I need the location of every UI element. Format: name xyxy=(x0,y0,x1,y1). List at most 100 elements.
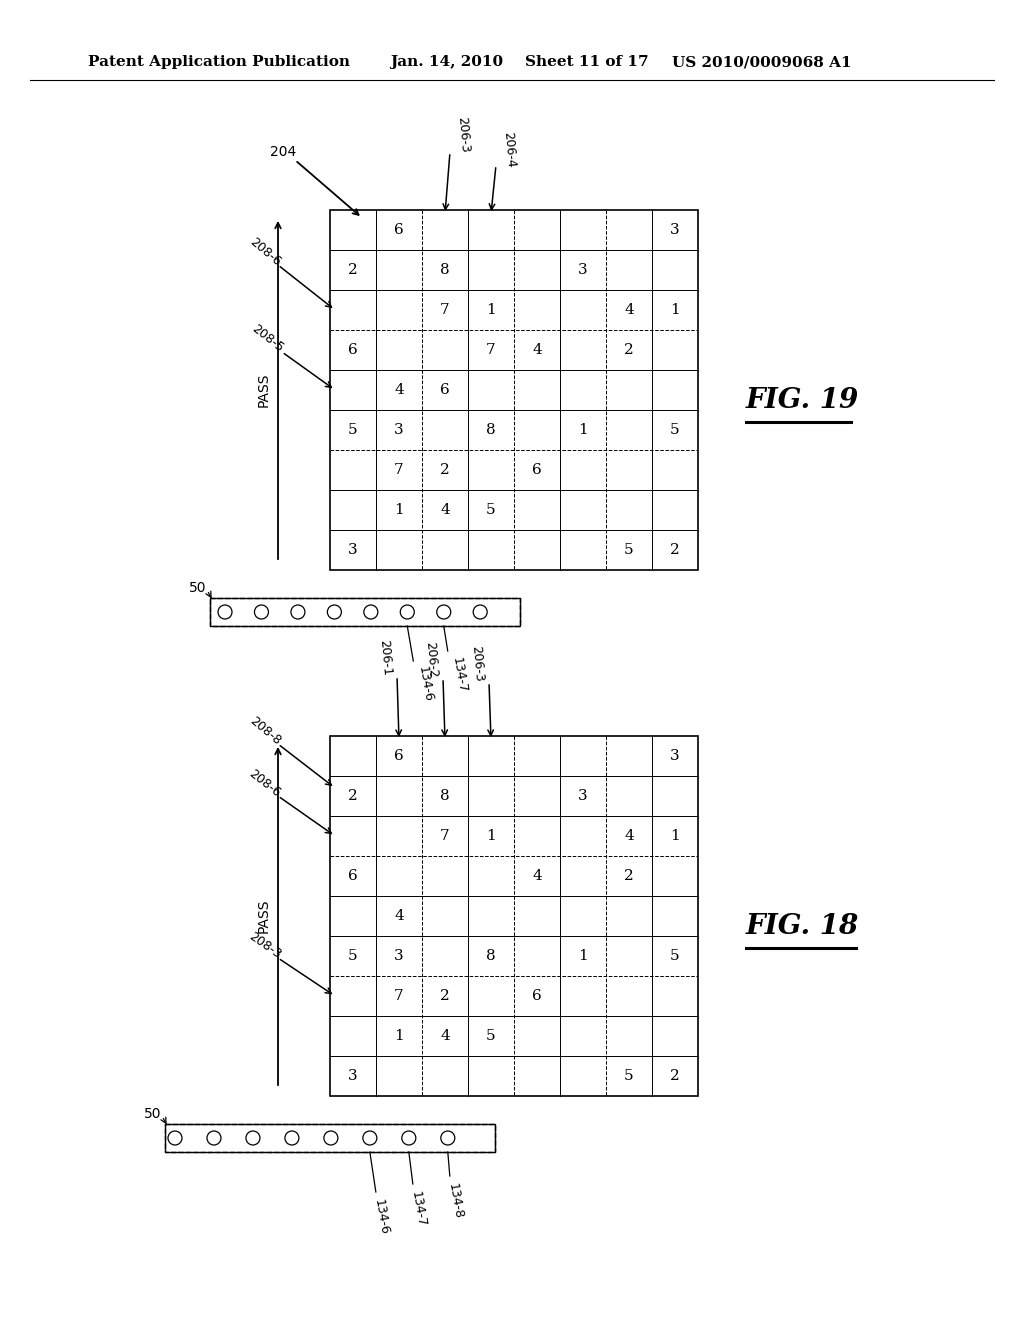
Text: 1: 1 xyxy=(486,829,496,843)
Text: 4: 4 xyxy=(532,343,542,356)
Text: 5: 5 xyxy=(625,1069,634,1082)
Text: 7: 7 xyxy=(394,463,403,477)
Text: 3: 3 xyxy=(670,223,680,238)
Text: 206-1: 206-1 xyxy=(377,639,393,677)
Text: 6: 6 xyxy=(394,223,403,238)
Text: 2: 2 xyxy=(348,263,357,277)
Text: 5: 5 xyxy=(625,543,634,557)
Bar xyxy=(165,1125,495,1152)
Text: 7: 7 xyxy=(440,304,450,317)
Text: 6: 6 xyxy=(532,463,542,477)
Text: 7: 7 xyxy=(440,829,450,843)
Text: 8: 8 xyxy=(440,789,450,803)
Text: Jan. 14, 2010: Jan. 14, 2010 xyxy=(390,55,503,69)
Text: 3: 3 xyxy=(579,263,588,277)
Text: 134-8: 134-8 xyxy=(445,1181,465,1220)
Circle shape xyxy=(218,605,232,619)
Text: 2: 2 xyxy=(440,989,450,1003)
Circle shape xyxy=(254,605,268,619)
Circle shape xyxy=(437,605,451,619)
Bar xyxy=(330,737,698,1096)
Text: 208-8: 208-8 xyxy=(247,714,283,747)
Text: 7: 7 xyxy=(486,343,496,356)
Circle shape xyxy=(362,1131,377,1144)
Text: 2: 2 xyxy=(670,1069,680,1082)
Text: 208-6: 208-6 xyxy=(247,235,283,269)
Text: US 2010/0009068 A1: US 2010/0009068 A1 xyxy=(672,55,852,69)
Text: 4: 4 xyxy=(394,909,403,923)
Text: 3: 3 xyxy=(394,949,403,964)
Circle shape xyxy=(400,605,415,619)
Circle shape xyxy=(291,605,305,619)
Text: 1: 1 xyxy=(579,949,588,964)
Text: 206-2: 206-2 xyxy=(423,642,439,678)
Text: 50: 50 xyxy=(188,581,206,595)
Text: 3: 3 xyxy=(579,789,588,803)
Text: 4: 4 xyxy=(440,1030,450,1043)
Text: 206-3: 206-3 xyxy=(455,116,471,153)
Text: 206-3: 206-3 xyxy=(469,645,485,682)
Circle shape xyxy=(168,1131,182,1144)
Text: 134-6: 134-6 xyxy=(416,665,434,702)
Text: 8: 8 xyxy=(486,949,496,964)
Text: 5: 5 xyxy=(670,949,680,964)
Text: 4: 4 xyxy=(624,304,634,317)
Text: 1: 1 xyxy=(394,1030,403,1043)
Text: Patent Application Publication: Patent Application Publication xyxy=(88,55,350,69)
Text: PASS: PASS xyxy=(257,372,271,408)
Text: 208-5: 208-5 xyxy=(250,322,287,354)
Text: 2: 2 xyxy=(348,789,357,803)
Text: Sheet 11 of 17: Sheet 11 of 17 xyxy=(525,55,648,69)
Circle shape xyxy=(401,1131,416,1144)
Circle shape xyxy=(324,1131,338,1144)
Bar xyxy=(210,598,520,626)
Text: 1: 1 xyxy=(394,503,403,517)
Text: 6: 6 xyxy=(532,989,542,1003)
Text: 2: 2 xyxy=(624,869,634,883)
Text: 3: 3 xyxy=(670,748,680,763)
Text: 134-7: 134-7 xyxy=(409,1191,428,1228)
Text: 8: 8 xyxy=(486,422,496,437)
Text: 1: 1 xyxy=(486,304,496,317)
Text: 1: 1 xyxy=(579,422,588,437)
Text: 4: 4 xyxy=(440,503,450,517)
Text: 3: 3 xyxy=(348,543,357,557)
Text: 204: 204 xyxy=(270,145,296,158)
Text: 3: 3 xyxy=(348,1069,357,1082)
Text: 6: 6 xyxy=(394,748,403,763)
Text: 2: 2 xyxy=(440,463,450,477)
Text: 5: 5 xyxy=(486,1030,496,1043)
Circle shape xyxy=(207,1131,221,1144)
Text: 4: 4 xyxy=(624,829,634,843)
Text: 5: 5 xyxy=(486,503,496,517)
Text: 4: 4 xyxy=(394,383,403,397)
Text: FIG. 18: FIG. 18 xyxy=(746,912,859,940)
Circle shape xyxy=(246,1131,260,1144)
Text: 1: 1 xyxy=(670,304,680,317)
Text: 50: 50 xyxy=(143,1107,161,1121)
Circle shape xyxy=(440,1131,455,1144)
Text: 134-7: 134-7 xyxy=(450,656,469,694)
Text: 7: 7 xyxy=(394,989,403,1003)
Text: 208-6: 208-6 xyxy=(247,767,284,800)
Bar xyxy=(330,210,698,570)
Circle shape xyxy=(473,605,487,619)
Text: 134-6: 134-6 xyxy=(372,1199,391,1236)
Text: 5: 5 xyxy=(670,422,680,437)
Bar xyxy=(165,1125,495,1152)
Text: 1: 1 xyxy=(670,829,680,843)
Bar xyxy=(210,598,520,626)
Text: 6: 6 xyxy=(348,343,357,356)
Text: 4: 4 xyxy=(532,869,542,883)
Text: FIG. 19: FIG. 19 xyxy=(746,387,859,413)
Text: 5: 5 xyxy=(348,422,357,437)
Text: 206-4: 206-4 xyxy=(501,132,517,169)
Text: 8: 8 xyxy=(440,263,450,277)
Circle shape xyxy=(364,605,378,619)
Circle shape xyxy=(328,605,341,619)
Text: 2: 2 xyxy=(624,343,634,356)
Text: 6: 6 xyxy=(440,383,450,397)
Text: 6: 6 xyxy=(348,869,357,883)
Text: PASS: PASS xyxy=(257,899,271,933)
Circle shape xyxy=(285,1131,299,1144)
